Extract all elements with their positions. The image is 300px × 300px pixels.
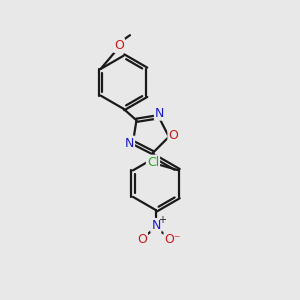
Text: Cl: Cl <box>147 156 159 169</box>
Text: O: O <box>168 129 178 142</box>
Text: +: + <box>158 215 166 225</box>
Text: N: N <box>125 136 134 150</box>
Text: N: N <box>151 219 160 232</box>
Text: O: O <box>137 233 147 246</box>
Text: O: O <box>114 39 124 52</box>
Text: N: N <box>155 107 164 120</box>
Text: O⁻: O⁻ <box>164 233 181 246</box>
